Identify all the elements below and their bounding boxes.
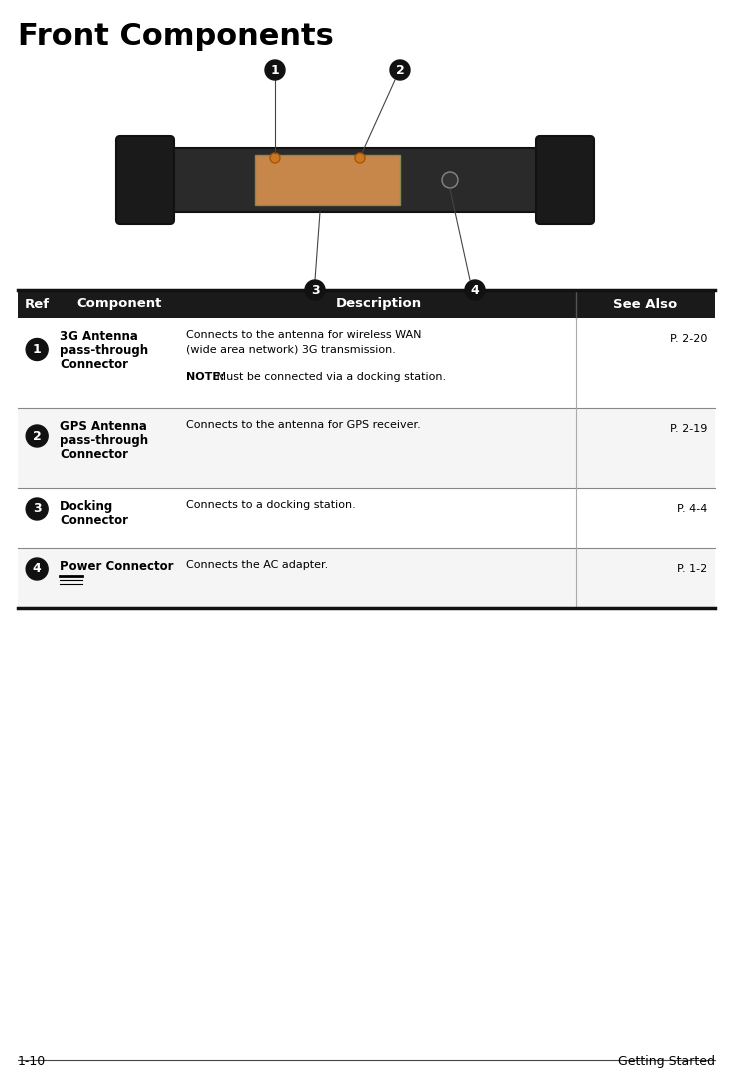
Text: Connector: Connector [60,358,128,371]
Bar [255,155,400,205]
Circle shape [270,153,280,164]
Text: Connects to the antenna for GPS receiver.: Connects to the antenna for GPS receiver… [185,420,421,429]
Text: Connects to the antenna for wireless WAN: Connects to the antenna for wireless WAN [185,330,421,340]
Circle shape [26,425,48,447]
Text: Connects the AC adapter.: Connects the AC adapter. [185,560,328,570]
Text: 3: 3 [311,283,320,296]
Text: Connector: Connector [60,448,128,461]
Circle shape [265,60,285,80]
Text: Power Connector: Power Connector [60,560,174,573]
Text: NOTE:: NOTE: [185,372,224,382]
Bar [18,548,715,608]
Text: 3G Antenna: 3G Antenna [60,330,139,343]
Circle shape [355,153,365,164]
Text: pass-through: pass-through [60,434,149,447]
Text: 1: 1 [270,63,279,76]
Text: 4: 4 [471,283,479,296]
Text: 3: 3 [33,502,42,516]
Text: Must be connected via a docking station.: Must be connected via a docking station. [213,372,446,382]
Text: P. 1-2: P. 1-2 [677,564,707,574]
Text: Connects to a docking station.: Connects to a docking station. [185,500,356,510]
Circle shape [390,60,410,80]
Text: P. 2-19: P. 2-19 [670,424,707,434]
Text: Docking: Docking [60,500,114,513]
FancyBboxPatch shape [536,136,594,225]
Circle shape [305,280,325,300]
FancyBboxPatch shape [148,148,592,211]
Bar [18,488,715,548]
Text: P. 2-20: P. 2-20 [670,334,707,344]
Circle shape [465,280,485,300]
Circle shape [26,498,48,520]
Circle shape [442,172,458,187]
Circle shape [26,339,48,361]
Text: 1-10: 1-10 [18,1055,46,1068]
Text: P. 4-4: P. 4-4 [677,504,707,514]
Bar [18,318,715,408]
Text: pass-through: pass-through [60,344,149,358]
FancyBboxPatch shape [116,136,174,225]
Bar [18,408,715,488]
Text: 2: 2 [33,429,42,443]
Bar [18,290,715,318]
Text: Description: Description [336,298,421,311]
Text: Component: Component [76,298,162,311]
Text: 1: 1 [33,343,42,356]
Text: GPS Antenna: GPS Antenna [60,420,147,433]
Text: (wide area network) 3G transmission.: (wide area network) 3G transmission. [185,344,396,354]
Text: Front Components: Front Components [18,22,334,51]
Text: Getting Started: Getting Started [618,1055,715,1068]
Circle shape [26,558,48,580]
Text: Ref: Ref [25,298,50,311]
Text: See Also: See Also [614,298,677,311]
Text: Connector: Connector [60,514,128,526]
Text: 4: 4 [33,562,42,576]
Text: 2: 2 [396,63,405,76]
